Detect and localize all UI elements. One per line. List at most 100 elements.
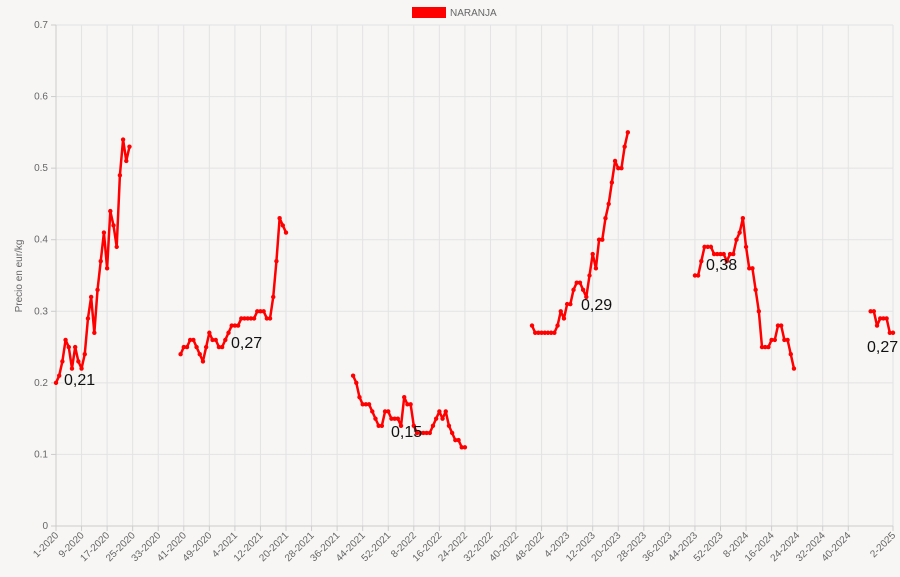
data-point [242,316,247,321]
y-tick-label: 0.6 [34,92,48,103]
data-point [98,258,103,264]
data-point [577,280,583,285]
data-point [772,337,777,343]
data-point [884,316,889,321]
data-point [734,237,739,242]
data-point [737,230,742,235]
data-point [111,223,116,228]
data-point [191,337,196,343]
data-point [788,352,793,357]
data-point [363,402,369,407]
data-point [203,344,209,350]
data-point [235,323,241,328]
annotation: 0,27 [867,339,898,356]
x-tick-label: 1-2020 [31,530,61,560]
data-point [750,266,755,271]
data-point [437,409,442,414]
data-point [715,251,720,257]
data-point [878,316,883,321]
data-point [379,423,385,428]
data-point [433,416,439,421]
data-point [370,409,375,414]
data-point [775,323,781,328]
data-point [277,216,282,221]
y-tick-label: 0.2 [34,378,48,389]
data-point [76,359,81,364]
data-point [395,416,401,421]
data-point [459,445,464,450]
data-point [72,344,78,350]
data-point [245,316,250,321]
data-point [411,423,417,428]
data-point [606,201,611,207]
data-point [568,301,573,307]
data-point [443,409,448,414]
data-point [453,437,458,443]
data-point [699,258,704,264]
data-point [424,430,429,436]
data-point [216,344,222,350]
data-point [280,223,286,228]
data-point [255,309,260,314]
data-point [60,359,65,364]
data-point [721,251,726,257]
y-tick-label: 0.4 [34,235,48,246]
data-point [747,266,752,271]
annotation: 0,21 [64,372,95,389]
data-point [539,330,544,335]
data-point [571,287,576,293]
data-point [258,309,263,314]
data-point [756,309,762,314]
data-point [232,323,238,328]
data-point [695,273,701,278]
data-point [590,251,595,257]
data-point [874,323,880,328]
data-point [213,337,218,343]
data-point [229,323,234,328]
data-point [427,430,432,436]
data-point [871,309,877,314]
data-point [382,409,388,414]
data-point [414,430,420,436]
data-point [210,337,215,343]
data-point [120,137,126,142]
data-point [178,352,183,357]
data-point [360,402,365,407]
data-point [456,437,461,443]
data-point [548,330,554,335]
data-point [782,337,787,343]
data-point [398,423,404,428]
data-point [219,344,225,350]
data-point [63,337,68,343]
data-point [868,309,873,314]
data-point [405,402,410,407]
data-point [552,330,557,335]
data-point [743,244,749,250]
data-point [354,380,359,386]
annotation: 0,27 [231,335,262,352]
data-point [759,344,765,350]
data-point [702,244,707,250]
data-point [446,423,452,428]
data-point [542,330,547,335]
data-point [596,237,602,242]
legend-label: NARANJA [450,8,497,19]
data-point [718,251,723,257]
y-tick-label: 0 [42,521,48,532]
data-point [283,230,289,235]
data-point [66,344,71,350]
data-point [408,402,413,407]
data-point [261,309,266,314]
data-point [274,258,279,264]
data-point [88,294,94,300]
data-point [108,208,113,214]
data-point [587,273,592,278]
data-point [271,294,276,300]
data-point [600,237,605,242]
data-point [101,230,107,235]
data-point [114,244,119,250]
data-point [53,380,59,386]
annotation: 0,38 [706,257,737,274]
y-tick-label: 0.3 [34,306,48,317]
data-point [711,251,717,257]
